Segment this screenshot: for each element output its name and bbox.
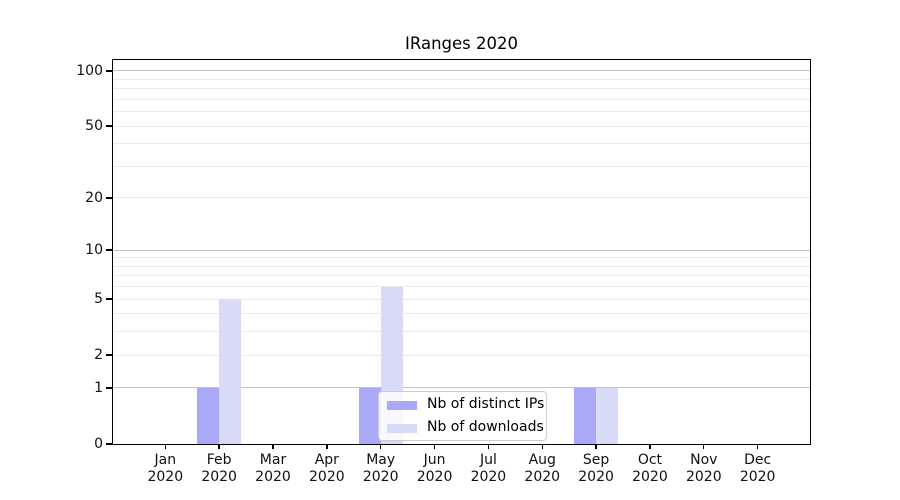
x-tick-month: Apr bbox=[314, 452, 339, 468]
x-tick-year: 2020 bbox=[201, 468, 237, 485]
y-tick-label: 0 bbox=[94, 436, 103, 452]
bar-distinct-ips-sep bbox=[574, 387, 597, 444]
x-tick-mark bbox=[541, 444, 543, 449]
y-tick-mark bbox=[106, 298, 112, 300]
y-tick-label: 1 bbox=[94, 379, 103, 396]
y-tick-label: 50 bbox=[85, 118, 103, 135]
bar-downloads-sep bbox=[596, 387, 619, 444]
minor-gridline bbox=[113, 165, 810, 167]
y-tick-label: 2 bbox=[94, 347, 103, 364]
x-tick-year: 2020 bbox=[362, 468, 399, 485]
bar-distinct-ips-feb bbox=[197, 387, 220, 444]
minor-gridline bbox=[113, 143, 810, 145]
y-tick-label: 5 bbox=[94, 291, 103, 308]
bar-distinct-ips-may bbox=[358, 387, 381, 444]
x-tick-month: Oct bbox=[637, 452, 663, 468]
legend-row-distinct-ips: Nb of distinct IPs bbox=[379, 394, 546, 417]
x-tick-month: May bbox=[366, 452, 396, 468]
x-tick-month: Nov bbox=[690, 452, 718, 468]
major-gridline bbox=[113, 249, 810, 251]
y-tick-mark bbox=[106, 125, 112, 127]
x-tick-label: Jan 2020 bbox=[130, 452, 200, 485]
x-tick-mark bbox=[164, 444, 166, 449]
minor-gridline bbox=[113, 125, 810, 127]
plot-area bbox=[112, 59, 811, 445]
x-tick-month: Dec bbox=[744, 452, 772, 468]
x-tick-mark bbox=[218, 444, 220, 449]
x-tick-label: Feb 2020 bbox=[184, 452, 254, 485]
x-tick-month: Mar bbox=[259, 452, 287, 468]
bar-downloads-feb bbox=[219, 299, 242, 444]
x-tick-year: 2020 bbox=[147, 468, 184, 485]
y-tick-mark bbox=[106, 197, 112, 199]
x-tick-mark bbox=[756, 444, 759, 449]
x-tick-month: Jan bbox=[154, 452, 177, 468]
y-tick-mark bbox=[106, 70, 112, 72]
minor-gridline bbox=[113, 313, 810, 315]
x-tick-year: 2020 bbox=[255, 468, 291, 485]
x-tick-label: Apr 2020 bbox=[292, 452, 362, 485]
x-tick-label: Sep 2020 bbox=[561, 452, 631, 485]
x-tick-month: Jul bbox=[479, 452, 497, 468]
minor-gridline bbox=[113, 354, 810, 356]
chart-title: IRanges 2020 bbox=[405, 34, 518, 53]
x-tick-label: Dec 2020 bbox=[723, 452, 793, 485]
legend-swatch-downloads bbox=[387, 424, 417, 433]
x-tick-year: 2020 bbox=[470, 468, 507, 485]
x-tick-mark bbox=[487, 444, 490, 449]
x-tick-label: Oct 2020 bbox=[615, 452, 685, 485]
major-gridline bbox=[113, 387, 810, 389]
minor-gridline bbox=[113, 265, 810, 267]
x-tick-month: Aug bbox=[528, 452, 556, 468]
legend-row-downloads: Nb of downloads bbox=[379, 417, 546, 440]
x-tick-year: 2020 bbox=[739, 468, 776, 485]
x-tick-mark bbox=[433, 444, 436, 449]
major-gridline bbox=[113, 70, 810, 72]
x-tick-year: 2020 bbox=[416, 468, 453, 485]
x-tick-mark bbox=[703, 444, 705, 449]
x-tick-month: Sep bbox=[582, 452, 610, 468]
x-tick-mark bbox=[326, 444, 328, 449]
legend: Nb of distinct IPs Nb of downloads bbox=[378, 391, 547, 441]
minor-gridline bbox=[113, 331, 810, 333]
y-tick-mark bbox=[106, 249, 112, 251]
minor-gridline bbox=[113, 197, 810, 199]
x-tick-label: Aug 2020 bbox=[507, 452, 577, 485]
x-tick-label: Mar 2020 bbox=[238, 452, 308, 485]
minor-gridline bbox=[113, 275, 810, 277]
minor-gridline bbox=[113, 286, 810, 288]
legend-label-downloads: Nb of downloads bbox=[427, 419, 544, 435]
minor-gridline bbox=[113, 257, 810, 259]
x-tick-year: 2020 bbox=[309, 468, 345, 485]
minor-gridline bbox=[113, 98, 810, 100]
minor-gridline bbox=[113, 78, 810, 80]
y-tick-mark bbox=[106, 354, 112, 356]
x-tick-mark bbox=[272, 444, 274, 449]
x-tick-label: Nov 2020 bbox=[669, 452, 739, 485]
x-tick-mark bbox=[595, 444, 597, 449]
x-tick-year: 2020 bbox=[578, 468, 614, 485]
x-tick-month: Jun bbox=[423, 452, 446, 468]
y-tick-label: 100 bbox=[76, 62, 103, 79]
x-tick-year: 2020 bbox=[524, 468, 561, 485]
minor-gridline bbox=[113, 111, 810, 113]
x-tick-label: Jul 2020 bbox=[453, 452, 523, 485]
x-tick-year: 2020 bbox=[685, 468, 722, 485]
y-tick-mark bbox=[106, 443, 112, 445]
x-tick-label: Jun 2020 bbox=[400, 452, 470, 485]
legend-label-distinct-ips: Nb of distinct IPs bbox=[427, 396, 545, 412]
y-tick-mark bbox=[106, 387, 112, 389]
legend-swatch-distinct-ips bbox=[387, 401, 417, 410]
y-tick-label: 20 bbox=[85, 189, 103, 206]
x-tick-year: 2020 bbox=[632, 468, 668, 485]
x-tick-month: Feb bbox=[206, 452, 232, 468]
x-tick-label: May 2020 bbox=[346, 452, 416, 485]
y-tick-label: 10 bbox=[85, 242, 103, 259]
x-tick-mark bbox=[380, 444, 382, 449]
minor-gridline bbox=[113, 298, 810, 300]
minor-gridline bbox=[113, 88, 810, 90]
x-tick-mark bbox=[649, 444, 651, 449]
